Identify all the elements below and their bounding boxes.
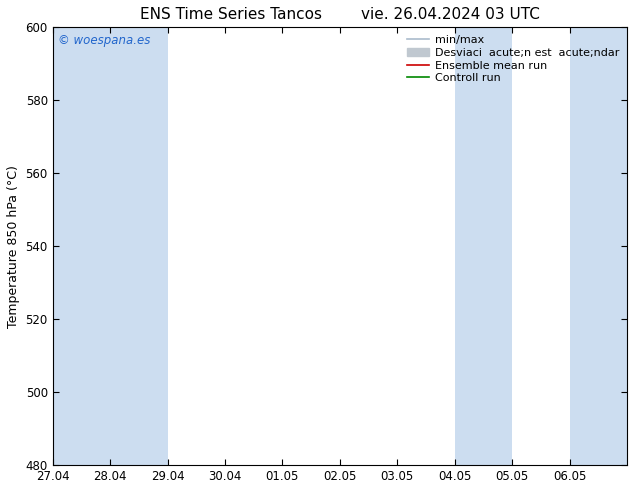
Bar — [53, 27, 167, 465]
Y-axis label: Temperature 850 hPa (°C): Temperature 850 hPa (°C) — [7, 165, 20, 328]
Legend: min/max, Desviaci  acute;n est  acute;ndar, Ensemble mean run, Controll run: min/max, Desviaci acute;n est acute;ndar… — [403, 30, 624, 88]
Title: ENS Time Series Tancos        vie. 26.04.2024 03 UTC: ENS Time Series Tancos vie. 26.04.2024 0… — [140, 7, 540, 22]
Bar — [455, 27, 512, 465]
Bar — [569, 27, 627, 465]
Text: © woespana.es: © woespana.es — [58, 34, 151, 47]
